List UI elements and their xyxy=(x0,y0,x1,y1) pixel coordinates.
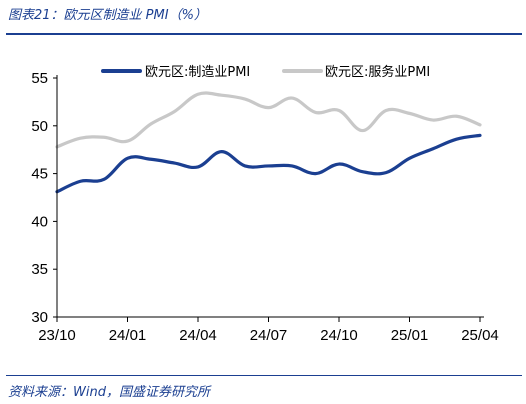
x-tick-label: 25/04 xyxy=(461,327,499,344)
x-tick-label: 24/04 xyxy=(179,327,217,344)
y-tick-label: 40 xyxy=(31,213,48,230)
figure-title: 图表21：欧元区制造业 PMI（%） xyxy=(8,8,207,23)
x-tick-label: 23/10 xyxy=(38,327,76,344)
x-tick-label: 25/01 xyxy=(391,327,429,344)
series-lines xyxy=(55,91,482,194)
axes: 30 35 40 45 50 55 23/10 24/01 24/04 24/07 24/10 25/… xyxy=(31,70,498,344)
y-tick-label: 55 xyxy=(31,70,48,87)
series-line-manufacturing xyxy=(55,133,482,194)
series-line-services xyxy=(55,91,482,149)
x-tick-label: 24/10 xyxy=(320,327,358,344)
y-tick-label: 50 xyxy=(31,118,48,135)
x-tick-label: 24/01 xyxy=(109,327,147,344)
y-tick-label: 30 xyxy=(31,309,48,326)
title-rule xyxy=(6,33,522,35)
x-tick-label: 24/07 xyxy=(250,327,288,344)
source-note: 资料来源：Wind，国盛证券研究所 xyxy=(8,385,210,400)
legend: 欧元区:制造业PMI 欧元区:服务业PMI xyxy=(101,64,430,80)
legend-label-services: 欧元区:服务业PMI xyxy=(325,64,430,80)
y-tick-label: 35 xyxy=(31,261,48,278)
source-rule xyxy=(6,375,522,376)
legend-label-manufacturing: 欧元区:制造业PMI xyxy=(145,65,250,80)
y-tick-label: 45 xyxy=(31,166,48,183)
